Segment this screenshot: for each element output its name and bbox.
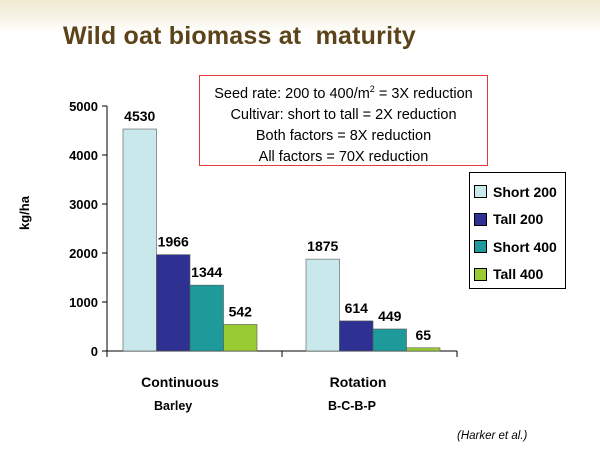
legend-item-short-400: Short 400	[474, 233, 565, 261]
bar	[122, 128, 157, 352]
note-line-all: All factors = 70X reduction	[258, 148, 429, 165]
x-category-label-continuous: Continuous	[141, 374, 219, 390]
x-category-sublabel-bcbp: B-C-B-P	[328, 399, 376, 413]
note-line-seed-rate: Seed rate: 200 to 400/m2 = 3X reduction	[200, 79, 487, 105]
header-band	[0, 0, 600, 34]
legend-swatch	[474, 185, 487, 199]
bar-data-label: 614	[345, 300, 369, 316]
y-tick-label: 2000	[69, 246, 98, 261]
bar	[406, 347, 441, 352]
legend-label: Short 400	[493, 238, 557, 255]
legend-label: Tall 400	[493, 266, 544, 283]
legend-swatch	[474, 212, 487, 226]
bar-data-label: 4530	[124, 108, 155, 124]
legend-swatch	[474, 267, 487, 281]
slide-title: Wild oat biomass at maturity	[63, 22, 416, 50]
legend: Short 200 Tall 200 Short 400 Tall 400	[469, 172, 566, 289]
bar-data-label: 1966	[158, 234, 189, 250]
note-line-both: Both factors = 8X reduction	[255, 127, 432, 144]
legend-item-short-200: Short 200	[474, 178, 565, 206]
legend-label: Tall 200	[493, 211, 544, 228]
y-tick-label: 1000	[69, 295, 98, 310]
x-category-label-rotation: Rotation	[329, 374, 387, 390]
note-superscript: 2	[369, 84, 375, 94]
bar	[189, 284, 224, 352]
bar-data-label: 449	[378, 308, 402, 324]
bar	[372, 328, 407, 352]
bar	[223, 324, 258, 352]
y-tick-label: 3000	[69, 197, 98, 212]
x-category-sublabel-barley: Barley	[154, 399, 193, 413]
bar-data-label: 542	[229, 303, 253, 319]
y-tick-label: 4000	[69, 148, 98, 163]
citation: (Harker et al.)	[457, 430, 528, 442]
y-tick-label: 5000	[69, 99, 98, 114]
note-line-cultivar: Cultivar: short to tall = 2X reduction	[230, 106, 457, 123]
bar	[339, 320, 374, 352]
legend-item-tall-400: Tall 400	[474, 261, 565, 289]
note-seed-rate-text: Seed rate: 200 to 400/m	[214, 85, 370, 102]
y-tick-label: 0	[91, 344, 98, 359]
bar-data-label: 65	[415, 327, 431, 343]
bar	[305, 258, 340, 352]
legend-label: Short 200	[493, 183, 557, 200]
bar	[156, 254, 191, 352]
legend-swatch	[474, 240, 487, 254]
note-seed-rate-result: = 3X reduction	[374, 85, 473, 102]
bar-data-label: 1875	[307, 238, 338, 254]
notes-box: Seed rate: 200 to 400/m2 = 3X reduction …	[199, 75, 488, 166]
legend-item-tall-200: Tall 200	[474, 206, 565, 234]
bar-data-label: 1344	[191, 264, 222, 280]
